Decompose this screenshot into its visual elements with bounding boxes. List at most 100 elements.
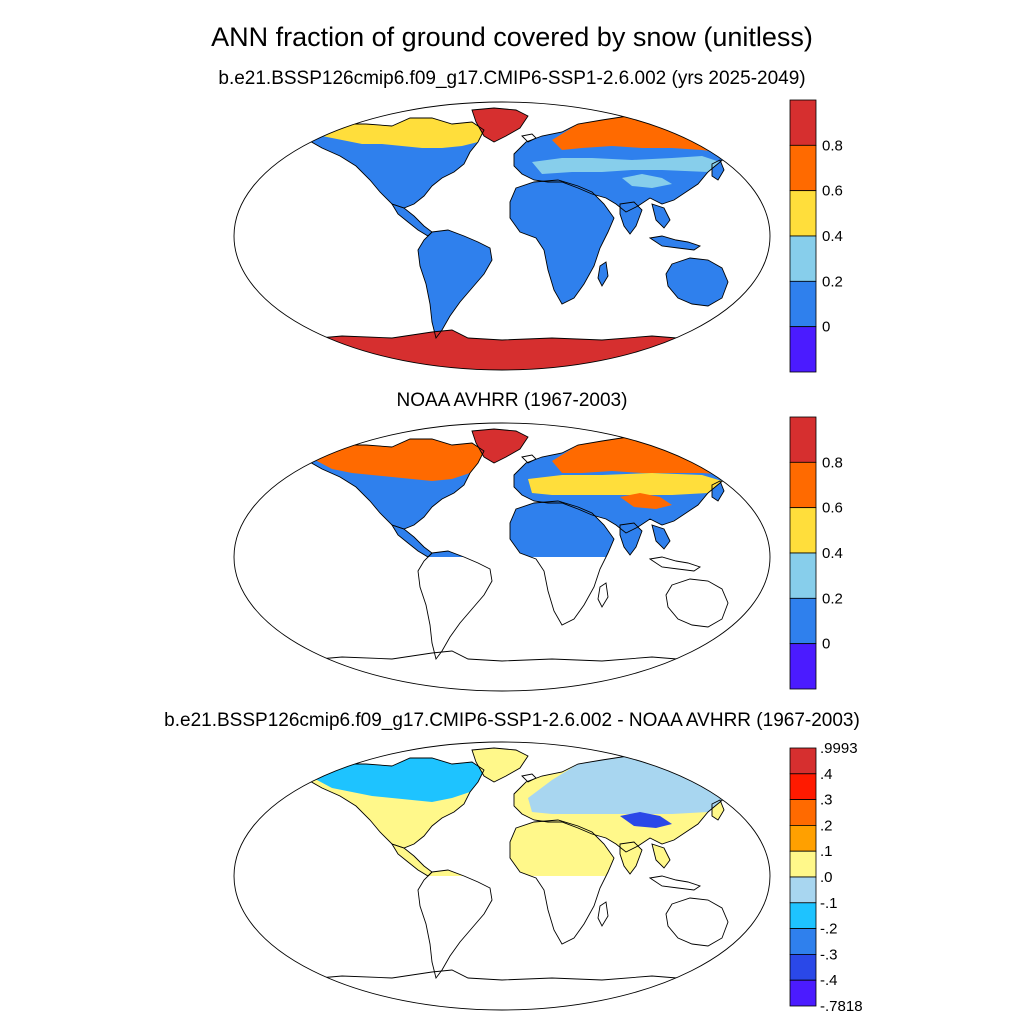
coastline-seAsia (651, 524, 671, 550)
coastline-indonesia (648, 235, 702, 251)
region-india (620, 523, 642, 555)
coastline-southAmerica (417, 229, 493, 340)
colorbar-tick-label: 0.8 (822, 454, 843, 471)
region-centralAmerica (392, 844, 432, 876)
colorbar-tick-label: -.4 (820, 972, 838, 989)
region-india (620, 202, 642, 234)
coastline-madagascar (597, 901, 609, 927)
colorbar-tick-label: 0 (822, 636, 830, 653)
colorbar-bin-3 (789, 825, 817, 852)
coastline-seAsia (651, 843, 671, 869)
region-africa (510, 180, 614, 304)
region-southAmerica (418, 870, 492, 876)
colorbar-bin-4 (789, 280, 817, 328)
colorbar-tick-label: .0 (820, 869, 833, 886)
region-africa (510, 501, 614, 557)
colorbar-bin-1 (789, 461, 817, 509)
region-australia (666, 258, 728, 306)
region-centralAmerica (392, 525, 432, 557)
coastline-australia (665, 257, 729, 307)
region-tibet (622, 174, 672, 188)
region-india (620, 842, 642, 874)
coastline-africa (509, 179, 615, 305)
map-border (233, 422, 771, 692)
region-eurasia-north (528, 754, 748, 814)
colorbar-bin-7 (789, 928, 817, 955)
coastline-japan (711, 480, 725, 502)
region-north-america-north (302, 758, 484, 802)
coastline-africa (509, 819, 615, 945)
coastline-eurasia (513, 753, 749, 853)
colorbar-bin-3 (789, 552, 817, 599)
coastline-greenland (471, 428, 529, 464)
coastline-africa (509, 500, 615, 626)
coastline-madagascar (597, 261, 609, 287)
coastline-eurasia (513, 434, 749, 534)
colorbar-tick-label: 0.8 (822, 137, 843, 154)
panel-1-title: b.e21.BSSP126cmip6.f09_g17.CMIP6-SSP1-2.… (218, 68, 806, 89)
colorbar-tick-label: 0.2 (822, 590, 843, 607)
colorbar-bin-2 (789, 507, 817, 554)
map-panel-2 (233, 422, 771, 692)
coastline-newZealand (737, 622, 747, 645)
coastline-eurasia (513, 113, 749, 213)
colorbar-panel-1: 0.8 0.6 0.4 0.2 0 (789, 99, 843, 373)
coastline-india (619, 841, 643, 875)
coastline-india (619, 522, 643, 556)
coastline-antarctica (270, 650, 764, 691)
colorbar-tick-label: 0.6 (822, 500, 843, 517)
region-greenland (472, 108, 528, 142)
region-seAsia (652, 204, 670, 228)
colorbar-bin-4 (789, 850, 817, 878)
coastline-madagascar (597, 582, 609, 608)
region-southAmerica (418, 551, 492, 557)
region-seAsia (652, 525, 670, 549)
map-panel-3 (233, 741, 771, 1011)
colorbar-tick-label: 0.6 (822, 183, 843, 200)
colorbar-bin-4 (789, 597, 817, 645)
coastline-australia (665, 578, 729, 628)
colorbar-tick-label: 0.2 (822, 273, 843, 290)
region-tibet (620, 493, 672, 509)
land-layer (272, 108, 762, 370)
coastline-indonesia (648, 875, 702, 891)
panel-3-title: b.e21.BSSP126cmip6.f09_g17.CMIP6-SSP1-2.… (164, 710, 860, 731)
coastline-greenland (471, 107, 529, 143)
region-eurasia-central (532, 156, 720, 174)
region-greenland (472, 748, 528, 782)
coastline-southAmerica (417, 550, 493, 661)
colorbar-bin-9 (789, 979, 817, 1007)
coastline-australia (665, 897, 729, 947)
colorbar-tick-label: .1 (820, 843, 833, 860)
colorbar-bin-5 (789, 326, 817, 373)
region-greenland (472, 429, 528, 463)
colorbar-tick-label: 0 (822, 319, 830, 336)
figure-title: ANN fraction of ground covered by snow (… (211, 22, 813, 52)
region-southAmerica (418, 230, 492, 338)
map-border (233, 101, 771, 371)
colorbar-tick-label: .4 (820, 766, 833, 783)
coastline-japan (711, 159, 725, 181)
colorbar-bin-0 (789, 99, 817, 146)
colorbar-bin-2 (789, 190, 817, 237)
region-eurasia-central (528, 473, 722, 495)
coastline-seAsia (651, 203, 671, 229)
region-eurasia-north (552, 435, 748, 475)
coastline-india (619, 201, 643, 235)
region-centralAmerica (392, 204, 432, 236)
colorbar-tick-label: -.1 (820, 895, 838, 912)
coastline-japan (711, 799, 725, 821)
coastline-indonesia (648, 556, 702, 572)
region-newZealand (738, 302, 746, 322)
colorbar-bin-2 (789, 799, 817, 826)
region-eurasia-north (552, 114, 748, 154)
colorbar-tick-label: .3 (820, 792, 833, 809)
colorbar-bin-0 (789, 747, 817, 775)
colorbar-bin-5 (789, 643, 817, 690)
colorbar-bin-1 (789, 144, 817, 192)
region-africa (510, 820, 614, 876)
region-tibet (620, 812, 672, 828)
colorbar-tick-label: .2 (820, 817, 833, 834)
coastline-newZealand (737, 941, 747, 964)
colorbar-tick-label: -.3 (820, 946, 838, 963)
